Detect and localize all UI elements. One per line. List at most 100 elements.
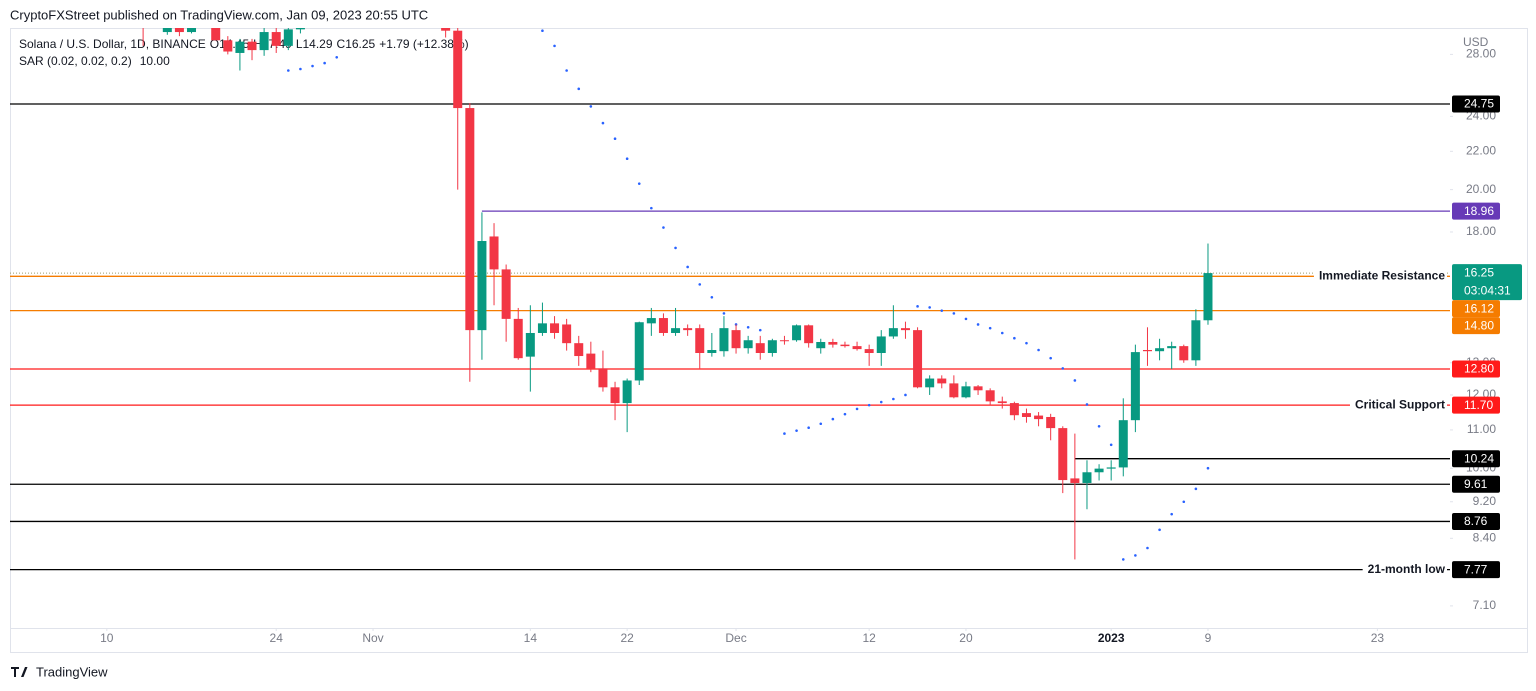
annotation-bg bbox=[1362, 561, 1447, 578]
candle-body bbox=[755, 343, 765, 354]
price-box-label: 14.80 bbox=[1464, 318, 1494, 332]
candle-body bbox=[1167, 346, 1177, 349]
legend-series-name: SAR (0.02, 0.02, 0.2) bbox=[19, 54, 132, 68]
candle-body bbox=[501, 269, 511, 319]
x-tick-label: Dec bbox=[725, 631, 746, 645]
sar-dot bbox=[831, 417, 835, 421]
sar-dot bbox=[879, 400, 883, 404]
candle-body bbox=[913, 330, 923, 388]
candle-body bbox=[1058, 428, 1068, 481]
sar-dot bbox=[807, 426, 810, 430]
candle-body bbox=[1203, 273, 1213, 321]
candle-body bbox=[767, 340, 777, 354]
candle-body bbox=[973, 386, 983, 391]
sar-dot bbox=[819, 422, 823, 426]
sar-dot bbox=[892, 397, 895, 401]
candle-body bbox=[925, 378, 935, 388]
sar-dot bbox=[601, 121, 605, 125]
x-tick-label: 22 bbox=[620, 631, 634, 645]
candle-body bbox=[1179, 346, 1189, 361]
candle-body bbox=[997, 401, 1007, 404]
candle-body bbox=[1034, 415, 1044, 420]
plot-area bbox=[10, 0, 1450, 571]
price-box bbox=[1452, 396, 1500, 414]
candle-body bbox=[622, 380, 632, 404]
sar-dot bbox=[758, 328, 762, 332]
price-box bbox=[1452, 512, 1500, 530]
sar-dot bbox=[1061, 367, 1065, 370]
candle-body bbox=[550, 323, 560, 333]
price-box bbox=[1452, 561, 1500, 579]
sar-dot bbox=[988, 326, 992, 330]
annotation: Immediate Resistance bbox=[1313, 268, 1447, 285]
legend-value: C16.25 bbox=[337, 37, 376, 51]
candle-body bbox=[1082, 472, 1092, 483]
sar-dot bbox=[299, 67, 302, 71]
sar-dot bbox=[1085, 403, 1089, 406]
sar-dot bbox=[577, 87, 581, 91]
price-box bbox=[1452, 264, 1522, 301]
price-box bbox=[1452, 300, 1500, 318]
sar-dot bbox=[1049, 356, 1052, 360]
footer-brand: TradingView bbox=[36, 664, 108, 679]
candle-body bbox=[840, 344, 850, 347]
candle-body bbox=[779, 340, 789, 342]
price-box-label: 18.96 bbox=[1464, 204, 1494, 218]
candle-body bbox=[332, 0, 341, 1]
candle-body bbox=[1155, 348, 1165, 352]
candle-body bbox=[525, 332, 535, 357]
candle-body bbox=[634, 322, 644, 381]
annotation-text: Immediate Resistance bbox=[1319, 268, 1445, 282]
candle-body bbox=[900, 328, 910, 331]
annotation-text: Critical Support bbox=[1355, 397, 1445, 411]
sar-dot bbox=[335, 55, 339, 59]
candle-body bbox=[477, 241, 487, 331]
sar-dot bbox=[1206, 466, 1210, 470]
candle-body bbox=[598, 368, 608, 388]
sar-dot bbox=[650, 206, 653, 210]
candle-body bbox=[804, 325, 814, 344]
candle-body bbox=[707, 349, 717, 354]
sar-dot bbox=[964, 317, 968, 321]
y-tick-label: 9.20 bbox=[1473, 494, 1497, 508]
price-box-label: 12.80 bbox=[1464, 362, 1494, 376]
candle-body bbox=[949, 383, 959, 398]
annotation: Critical Support bbox=[1349, 397, 1447, 414]
candle-body bbox=[174, 28, 184, 33]
price-box bbox=[1452, 317, 1500, 335]
y-tick-label: 7.10 bbox=[1473, 598, 1497, 612]
price-box-label: 8.76 bbox=[1464, 514, 1488, 528]
sar-dot bbox=[311, 64, 314, 68]
candle-body bbox=[695, 328, 705, 354]
candle-body bbox=[1118, 420, 1128, 468]
sar-dot bbox=[674, 246, 677, 250]
price-box bbox=[1452, 95, 1500, 113]
candle-body bbox=[816, 341, 826, 349]
sar-dot bbox=[855, 407, 859, 411]
price-box-label: 16.25 bbox=[1464, 265, 1494, 279]
candle-body bbox=[731, 330, 741, 349]
candle-body bbox=[489, 236, 499, 270]
candle-body bbox=[187, 28, 197, 33]
candle-body bbox=[1106, 467, 1116, 469]
candle-body bbox=[792, 325, 802, 341]
candle-body bbox=[828, 341, 838, 345]
y-tick-label: 11.00 bbox=[1467, 422, 1496, 436]
sar-dot bbox=[686, 265, 689, 269]
candle-body bbox=[719, 328, 729, 352]
x-tick-label: 10 bbox=[100, 631, 114, 645]
candle-body bbox=[985, 390, 995, 402]
candle-body bbox=[683, 328, 693, 331]
candle-body bbox=[513, 318, 523, 359]
annotation-bg bbox=[1349, 397, 1447, 414]
legend-value: +1.79 (+12.38%) bbox=[379, 37, 468, 51]
y-tick-label: 28.00 bbox=[1466, 47, 1496, 61]
candle-body bbox=[1094, 468, 1104, 473]
sar-dot bbox=[722, 312, 726, 315]
sar-dot bbox=[746, 325, 750, 329]
annotation: 21-month low bbox=[1362, 561, 1447, 578]
candle-body bbox=[864, 349, 874, 354]
price-box-label: 24.75 bbox=[1464, 97, 1494, 111]
candle-body bbox=[876, 336, 886, 354]
